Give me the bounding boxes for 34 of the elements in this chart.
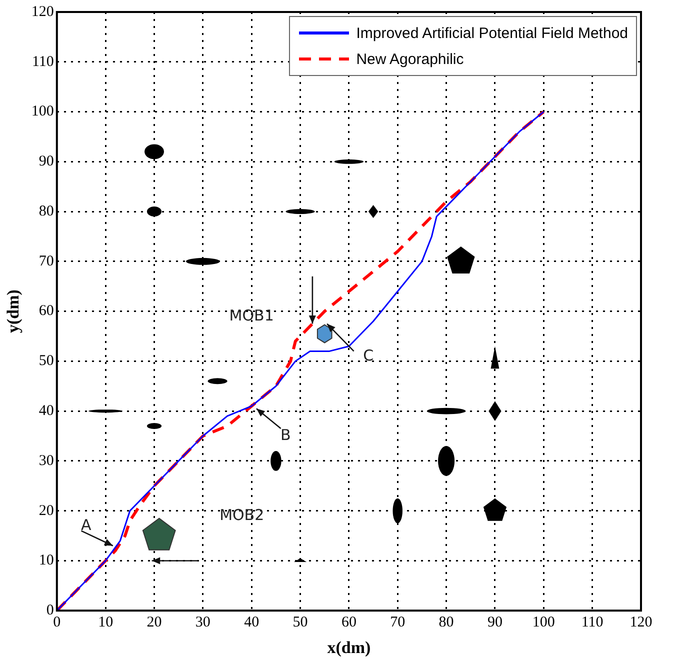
y-tick-label: 90 [38, 154, 54, 170]
x-tick-label: 20 [146, 614, 162, 631]
legend-label: Improved Artificial Potential Field Method [356, 24, 628, 42]
annotation: A [80, 516, 92, 534]
x-tick-label: 70 [390, 614, 406, 631]
annotation: B [280, 426, 291, 444]
x-tick-label: 50 [292, 614, 308, 631]
annotation: MOB2 [220, 506, 264, 524]
y-axis-title: y(dm) [4, 290, 23, 334]
y-tick-label: 10 [38, 552, 54, 569]
y-tick-label: 100 [31, 104, 54, 120]
x-tick-label: 100 [532, 614, 555, 631]
y-tick-label: 0 [46, 602, 54, 619]
x-tick-label: 120 [630, 614, 652, 631]
legend-label: New Agoraphilic [356, 50, 464, 68]
x-tick-label: 90 [487, 614, 502, 631]
x-tick-label: 10 [98, 614, 114, 631]
y-tick-label: 60 [38, 303, 54, 320]
x-tick-label: 30 [195, 614, 210, 631]
y-tick-label: 80 [38, 203, 54, 220]
y-tick-label: 50 [38, 353, 54, 370]
y-tick-label: 120 [31, 4, 54, 20]
x-tick-label: 80 [438, 614, 454, 631]
y-tick-label: 70 [38, 253, 54, 270]
x-tick-label: 110 [581, 614, 604, 631]
y-tick-label: 20 [38, 502, 54, 519]
y-tick-label: 30 [38, 452, 54, 469]
annotation: MOB1 [229, 306, 274, 324]
y-tick-label: 110 [32, 54, 54, 70]
y-tick-label: 40 [38, 403, 54, 420]
x-tick-label: 40 [244, 614, 260, 631]
annotation: C [363, 346, 374, 364]
x-tick-label: 60 [341, 614, 356, 631]
x-axis-title: x(dm) [327, 638, 371, 658]
